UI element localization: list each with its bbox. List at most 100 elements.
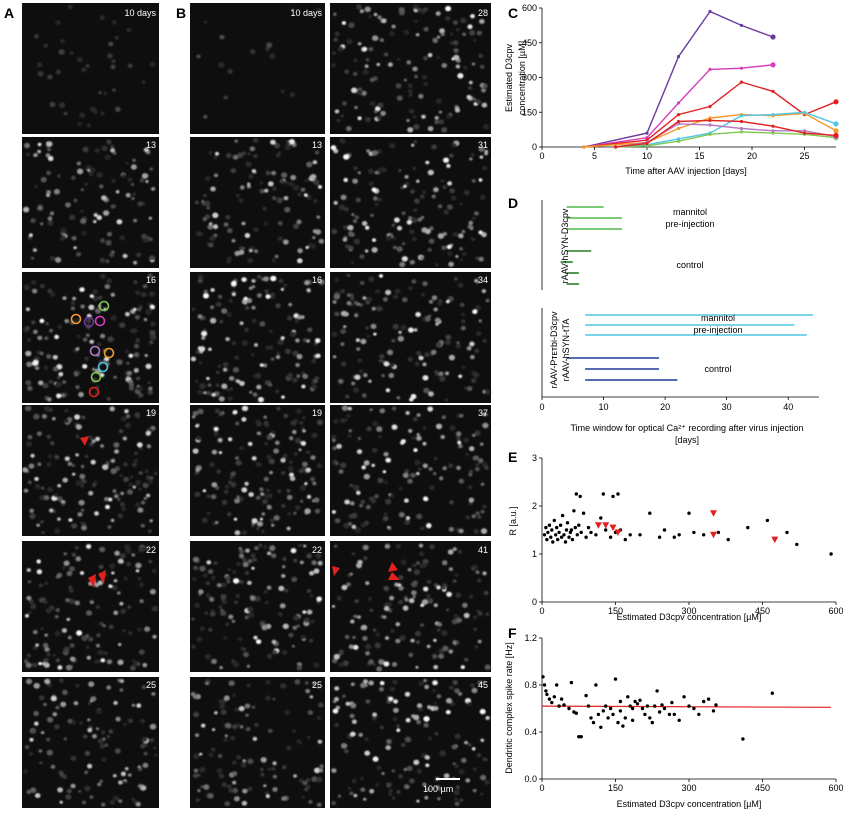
micrograph-cell [385, 388, 391, 393]
micrograph-cell [251, 169, 257, 174]
micrograph-cell [139, 178, 145, 183]
micrograph-cell [143, 497, 147, 500]
micrograph-cell [383, 661, 390, 667]
micrograph-cell [260, 492, 265, 496]
micrograph-cell [140, 718, 146, 724]
micrograph-cell [72, 472, 76, 476]
micrograph-cell [235, 193, 240, 198]
micrograph-cell [90, 696, 97, 702]
micrograph-cell [389, 686, 396, 692]
micrograph-cell [429, 226, 434, 231]
micrograph-cell [33, 413, 40, 420]
chart-e-point [572, 509, 576, 513]
micrograph-cell [123, 476, 130, 483]
chart-f-point [557, 704, 561, 708]
micrograph-cell [371, 187, 377, 192]
micrograph-cell [452, 547, 457, 551]
micrograph-cell [226, 580, 231, 584]
micrograph-cell [213, 156, 218, 160]
micrograph-cell [295, 338, 300, 343]
micrograph-cell [351, 524, 357, 530]
micrograph-cells [190, 678, 324, 808]
micrograph-cell [132, 158, 137, 162]
micrograph-cell [262, 363, 268, 368]
micrograph-cell [365, 58, 370, 62]
micrograph-cell [301, 384, 306, 389]
micrograph-cell [33, 153, 38, 158]
micrograph-cell [274, 254, 279, 259]
micrograph-cell [120, 416, 127, 422]
chart-e-ytick-label: 1 [532, 549, 537, 559]
chart-c-ytick-label: 600 [522, 3, 537, 13]
micrograph-cell [351, 552, 356, 556]
micrograph-cell [272, 761, 277, 766]
micrograph-cell [233, 796, 240, 802]
micrograph-cell [123, 462, 128, 467]
micrograph-cell [137, 784, 142, 788]
micrograph-cell [416, 472, 420, 476]
micrograph-cell [199, 626, 205, 632]
micrograph-cell [149, 723, 157, 730]
micrograph-cell [151, 568, 157, 574]
micrograph-cell [353, 72, 358, 76]
chart-e-point [546, 530, 550, 535]
micrograph-cell [295, 437, 302, 444]
micrograph-cell [44, 647, 50, 652]
micrograph-cell [353, 614, 358, 618]
micrograph-cell [110, 292, 116, 297]
micrograph-cell [208, 222, 213, 226]
micrograph-cell [195, 350, 200, 354]
chart-c-point [739, 23, 744, 27]
micrograph-cell [357, 171, 361, 175]
micrograph-cell [296, 374, 301, 378]
micrograph-cell [461, 230, 466, 234]
micrograph-cell [277, 489, 282, 494]
micrograph-cell [239, 725, 244, 729]
micrograph-cell [264, 791, 270, 795]
micrograph-cell [99, 184, 104, 189]
micrograph-cell [385, 498, 392, 505]
micrograph-cell [288, 181, 294, 187]
chart-e-point [577, 523, 581, 527]
micrograph-cell [354, 527, 362, 533]
micrograph-cell [211, 747, 215, 751]
micrograph-cell [94, 308, 102, 314]
micrograph-cell [406, 219, 412, 225]
micrograph-cell [311, 560, 317, 566]
micrograph-cell [296, 353, 303, 360]
micrograph-cell [354, 374, 361, 380]
micrograph-cell [32, 662, 37, 668]
micrograph-cell [255, 527, 260, 531]
micrograph-cell [68, 585, 72, 589]
micrograph-cell [348, 522, 352, 526]
micrograph-cell [305, 450, 311, 455]
micrograph-cell [337, 794, 342, 798]
micrograph-cell [55, 20, 61, 25]
micrograph-cell [265, 47, 270, 52]
chart-e-xtick-label: 150 [608, 606, 623, 616]
micrograph-cell [388, 696, 394, 702]
micrograph-cell [318, 768, 324, 773]
micrograph-cell [356, 4, 362, 10]
micrograph-cell [389, 31, 395, 37]
micrograph-cell [27, 580, 32, 584]
micrograph-cell [110, 148, 116, 153]
micrograph-cell [263, 415, 268, 419]
chart-f-point [697, 712, 701, 717]
micrograph-cell [430, 349, 437, 355]
micrograph-cell [379, 274, 383, 278]
micrograph-cell [37, 142, 42, 147]
micrograph-cell [284, 206, 291, 213]
chart-f-point [559, 697, 564, 701]
micrograph-cell [57, 376, 61, 380]
micrograph-cell [472, 564, 478, 571]
micrograph-cell [448, 463, 454, 469]
micrograph-cell [49, 211, 55, 216]
micrograph-cell [248, 286, 253, 290]
micrograph-cell [313, 497, 320, 503]
micrograph-cell [333, 37, 338, 42]
micrograph-cell [314, 376, 320, 381]
micrograph-cell [142, 662, 148, 668]
micrograph-cell [203, 573, 208, 578]
micrograph-cell [105, 259, 110, 264]
